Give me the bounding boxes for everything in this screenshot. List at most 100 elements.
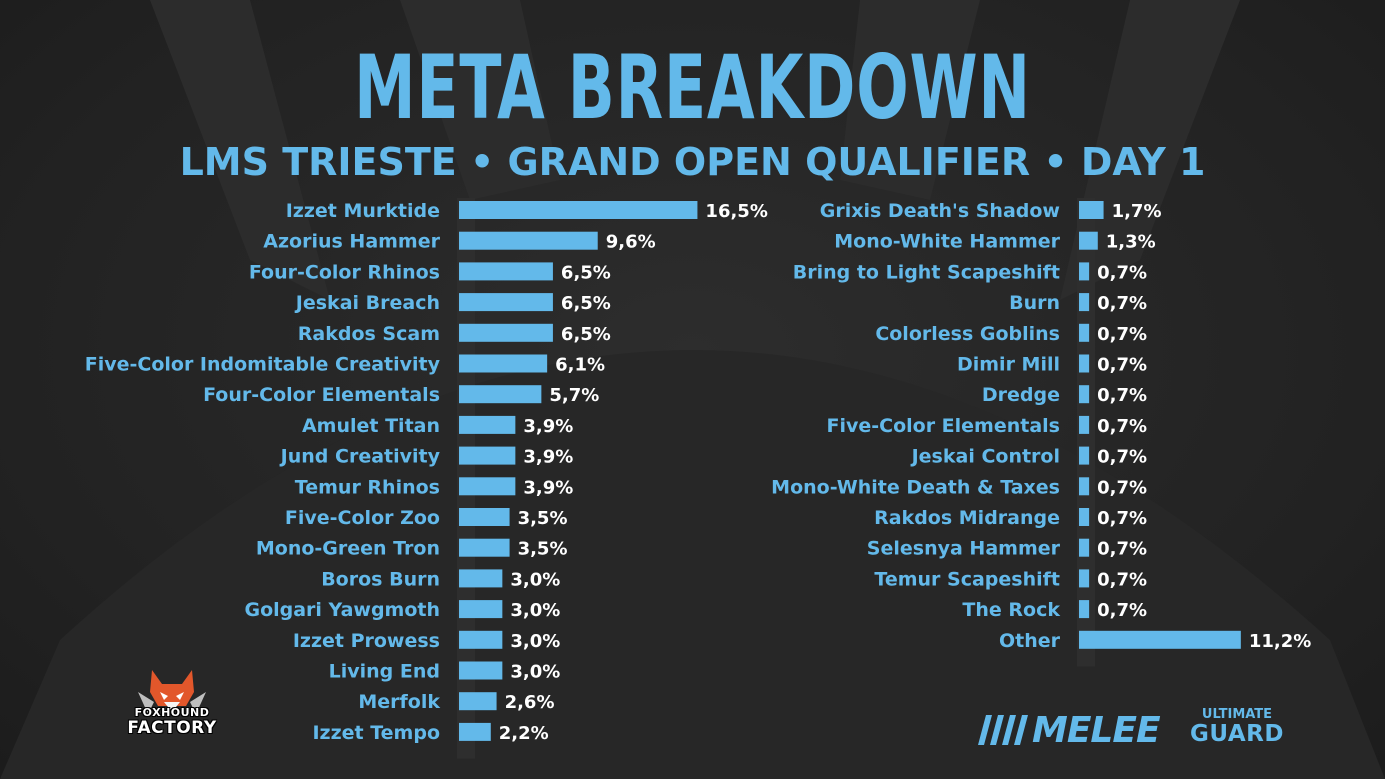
chart-right: Grixis Death's Shadow 1,7% Mono-White Hamm… — [771, 198, 1311, 667]
value-label: 9,6% — [606, 232, 656, 253]
category-label: Temur Rhinos — [295, 476, 440, 498]
ultimate-guard-logo: ULTIMATE GUARD — [1182, 707, 1292, 747]
value-label: 0,7% — [1097, 447, 1147, 468]
value-label: 16,5% — [705, 201, 767, 222]
bar — [1079, 231, 1098, 250]
bar — [459, 354, 548, 373]
value-label: 0,7% — [1097, 600, 1147, 621]
category-label: Temur Scapeshift — [874, 568, 1060, 590]
bar — [1079, 477, 1090, 496]
category-label: Dimir Mill — [957, 354, 1060, 376]
melee-logo-text: MELEE — [1032, 709, 1161, 751]
value-label: 1,7% — [1112, 201, 1162, 222]
ultimate-guard-logo-bottom: GUARD — [1190, 721, 1284, 747]
page-subtitle: LMS TRIESTE • GRAND OPEN QUALIFIER • DAY… — [179, 140, 1206, 184]
category-label: Boros Burn — [321, 568, 440, 590]
bar — [459, 508, 510, 526]
value-label: 5,7% — [549, 385, 599, 406]
category-label: Four-Color Elementals — [203, 384, 440, 406]
value-label: 3,0% — [510, 569, 560, 590]
category-label: Other — [999, 630, 1061, 652]
value-label: 0,7% — [1097, 539, 1147, 560]
bar — [1079, 293, 1090, 312]
category-label: Rakdos Scam — [298, 323, 440, 345]
category-label: The Rock — [962, 599, 1060, 621]
category-label: Five-Color Indomitable Creativity — [85, 354, 441, 376]
category-label: Jeskai Breach — [294, 292, 440, 314]
category-label: Izzet Tempo — [312, 722, 440, 744]
value-label: 3,0% — [510, 600, 560, 621]
category-label: Grixis Death's Shadow — [820, 200, 1060, 222]
value-label: 11,2% — [1249, 631, 1311, 652]
bar — [459, 569, 503, 588]
category-label: Mono-Green Tron — [256, 538, 440, 560]
value-label: 2,6% — [505, 692, 555, 713]
category-label: Five-Color Elementals — [826, 415, 1060, 437]
value-label: 0,7% — [1097, 569, 1147, 590]
bar — [459, 231, 598, 250]
value-label: 0,7% — [1097, 477, 1147, 498]
value-label: 6,1% — [555, 355, 605, 376]
chart-left: Izzet Murktide 16,5% Azorius Hammer 9,6% Fou… — [85, 198, 768, 759]
category-label: Rakdos Midrange — [874, 507, 1060, 529]
bar — [459, 722, 491, 741]
bar — [459, 661, 503, 680]
value-label: 3,0% — [510, 631, 560, 652]
bar — [459, 262, 553, 281]
value-label: 0,7% — [1097, 293, 1147, 314]
value-label: 0,7% — [1097, 508, 1147, 529]
value-label: 2,2% — [499, 723, 549, 744]
foxhound-factory-logo — [138, 670, 206, 714]
bar — [459, 323, 553, 342]
bar — [459, 201, 698, 219]
bar — [459, 692, 497, 711]
category-label: Colorless Goblins — [875, 323, 1060, 345]
foxhound-logo-line2: FACTORY — [127, 718, 217, 738]
value-label: 0,7% — [1097, 324, 1147, 345]
category-label: Burn — [1009, 292, 1060, 314]
value-label: 0,7% — [1097, 416, 1147, 437]
category-label: Selesnya Hammer — [867, 538, 1061, 560]
value-label: 3,9% — [523, 447, 573, 468]
category-label: Four-Color Rhinos — [249, 261, 440, 283]
value-label: 3,9% — [523, 477, 573, 498]
bar — [1079, 446, 1090, 465]
bar — [459, 600, 503, 619]
category-label: Izzet Murktide — [286, 200, 440, 222]
category-label: Mono-White Death & Taxes — [771, 476, 1060, 498]
category-label: Amulet Titan — [302, 415, 440, 437]
bar — [1079, 538, 1090, 557]
value-label: 0,7% — [1097, 262, 1147, 283]
value-label: 6,5% — [561, 293, 611, 314]
value-label: 3,5% — [518, 508, 568, 529]
category-label: Dredge — [982, 384, 1060, 406]
value-label: 1,3% — [1106, 232, 1156, 253]
value-label: 0,7% — [1097, 385, 1147, 406]
bar — [1079, 385, 1090, 404]
foxhound-logo-line1: FOXHOUND — [134, 706, 210, 719]
category-label: Jeskai Control — [910, 446, 1060, 468]
bar — [1079, 600, 1090, 619]
ultimate-guard-logo-top: ULTIMATE — [1201, 707, 1273, 722]
bar — [459, 293, 553, 312]
bar — [459, 385, 542, 404]
value-label: 3,0% — [510, 662, 560, 683]
bar — [1079, 508, 1090, 526]
category-label: Merfolk — [358, 691, 440, 713]
bar — [1079, 262, 1090, 281]
bar — [1079, 630, 1241, 649]
bar — [459, 446, 516, 465]
value-label: 3,5% — [518, 539, 568, 560]
value-label: 6,5% — [561, 324, 611, 345]
category-label: Jund Creativity — [279, 446, 441, 468]
value-label: 0,7% — [1097, 355, 1147, 376]
category-label: Mono-White Hammer — [834, 231, 1060, 253]
bar — [459, 477, 516, 496]
category-label: Azorius Hammer — [263, 231, 440, 253]
category-label: Izzet Prowess — [293, 630, 440, 652]
melee-logo: MELEE — [978, 709, 1161, 751]
page-title: META BREAKDOWN — [354, 36, 1031, 139]
category-label: Golgari Yawgmoth — [244, 599, 440, 621]
